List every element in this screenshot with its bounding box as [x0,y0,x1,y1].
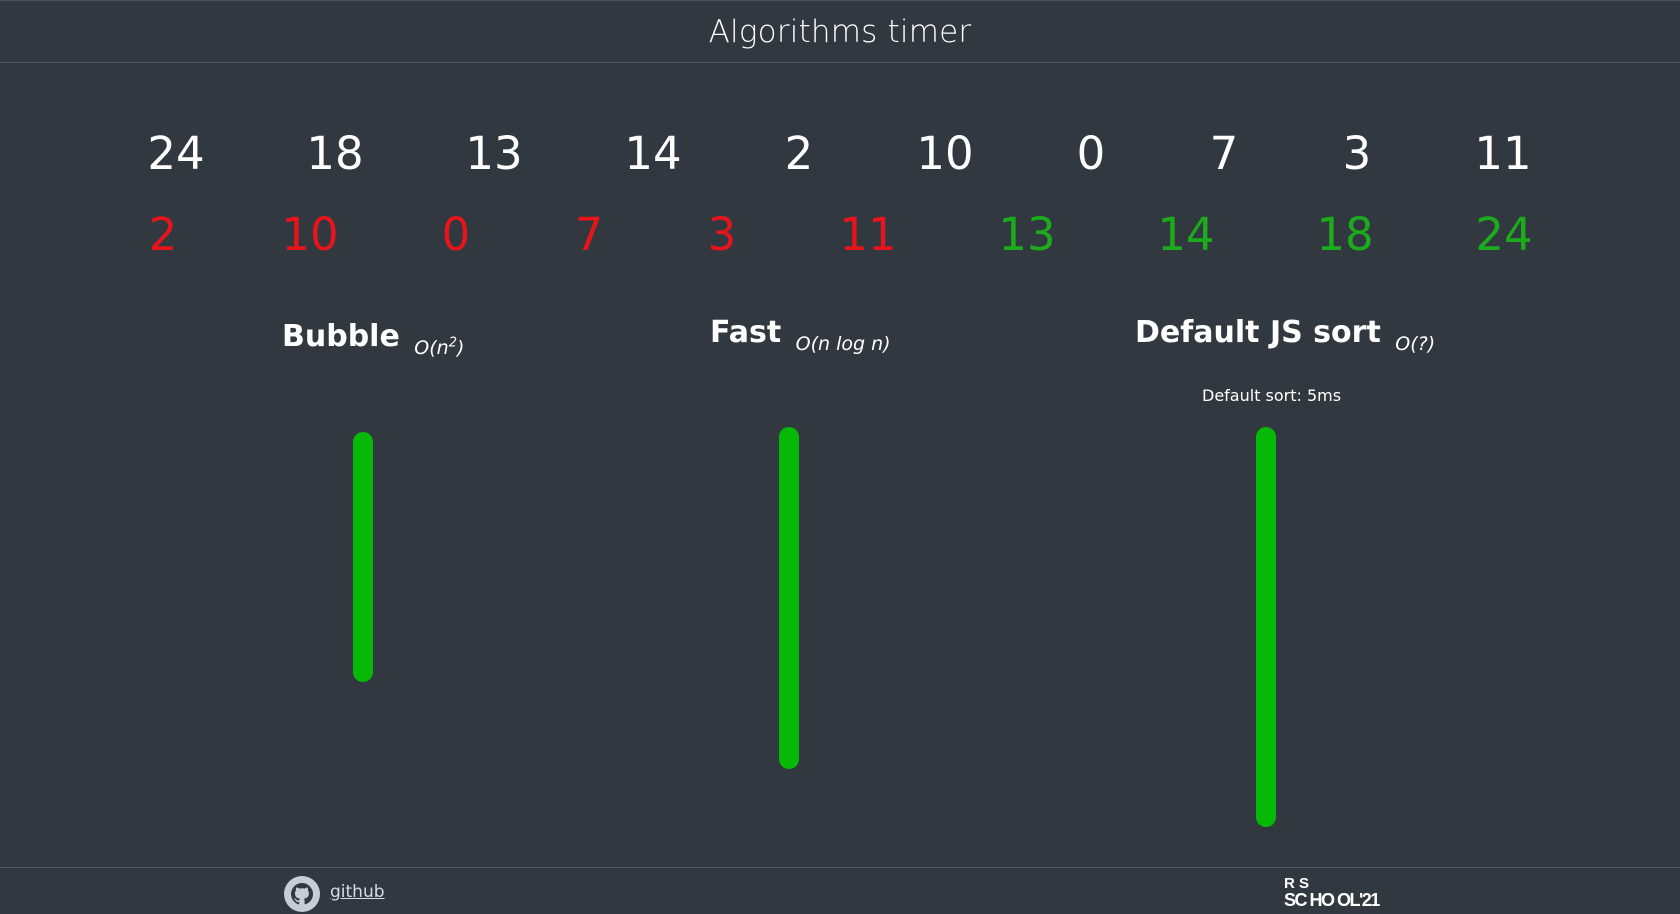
original-number: 0 [1076,127,1106,180]
bubble-sort-title: Bubble O(n2) [282,319,464,359]
original-number: 11 [1474,127,1532,180]
sorted-number: 18 [1316,208,1374,261]
algorithm-complexity: O(?) [1395,333,1436,355]
original-number: 13 [465,127,523,180]
footer: github R S SC HO OL'21 [0,867,1680,914]
original-number: 3 [1342,127,1372,180]
algorithm-name: Default JS sort [1135,315,1381,350]
algorithm-complexity: O(n2) [414,335,465,359]
algorithm-name: Bubble [282,319,400,354]
default-sort-result: Default sort: 5ms [1202,386,1342,405]
original-number: 7 [1209,127,1239,180]
logo-line-1: R S [1284,875,1310,892]
header: Algorithms timer [0,1,1680,63]
algorithm-complexity: O(n log n) [795,333,891,355]
default-sort-bar [1256,427,1276,827]
bubble-sort-bar [353,432,373,682]
sorted-number: 0 [441,208,471,261]
sorted-number: 14 [1157,208,1215,261]
sorted-number: 3 [707,208,737,261]
algorithm-name: Fast [710,315,782,350]
page-title: Algorithms timer [708,14,972,50]
sorted-number: 7 [574,208,604,261]
logo-line-2: SC HO OL'21 [1284,890,1380,910]
original-number: 14 [624,127,682,180]
sorted-number: 11 [839,208,897,261]
fast-sort-title: Fast O(n log n) [710,315,891,355]
original-number: 2 [784,127,814,180]
default-sort-title: Default JS sort O(?) [1135,315,1435,355]
github-link[interactable]: github [330,882,385,902]
original-number: 18 [306,127,364,180]
original-number: 10 [916,127,974,180]
sorted-number: 13 [998,208,1056,261]
original-number: 24 [147,127,205,180]
sorted-number: 10 [281,208,339,261]
sorted-number: 2 [148,208,178,261]
fast-sort-bar [779,427,799,769]
sorted-number: 24 [1475,208,1533,261]
github-icon[interactable] [284,876,320,912]
rs-school-logo[interactable]: R S SC HO OL'21 [1284,876,1396,910]
